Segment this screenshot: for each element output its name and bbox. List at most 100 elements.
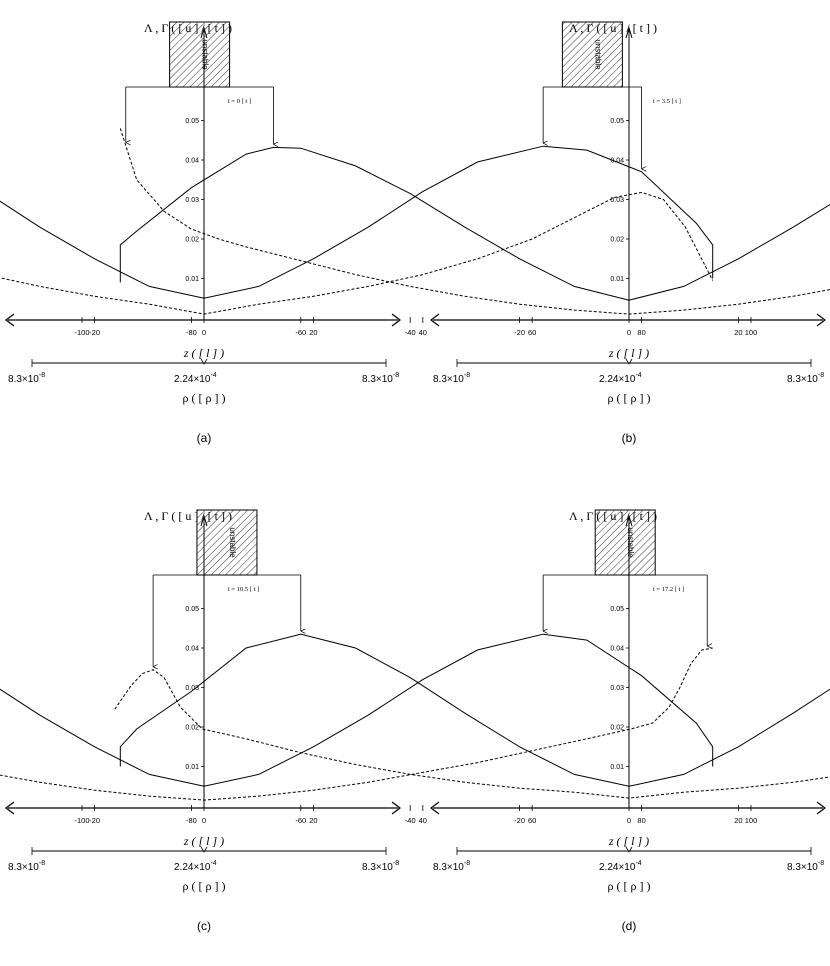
rho-tick-label: 2.24×10-4 xyxy=(174,372,217,385)
rho-tick-exponent: -4 xyxy=(635,372,641,379)
rho-tick-label: 8.3×10-8 xyxy=(433,860,470,873)
lambda-curve-solid xyxy=(0,145,714,299)
x-tick-label: 0 xyxy=(627,816,631,825)
z-axis-left-arrow xyxy=(5,801,15,815)
x-tick-label: -40 xyxy=(405,816,416,825)
y-tick-label: 0.03 xyxy=(185,685,199,692)
rho-tick-label: 8.3×10-8 xyxy=(787,860,824,873)
unstable-label: unstable xyxy=(593,39,602,70)
x-tick-label: 40 xyxy=(419,328,427,337)
x-tick-label: -80 xyxy=(186,816,197,825)
y-tick-label: 0.01 xyxy=(610,276,624,283)
y-tick-label: 0.05 xyxy=(610,118,624,125)
x-tick-label: -20 xyxy=(89,816,100,825)
y-tick-label: 0.02 xyxy=(610,237,624,244)
rho-tick-mantissa: 8.3×10 xyxy=(433,862,464,873)
x-tick-label: 80 xyxy=(637,816,645,825)
y-tick-label: 0.02 xyxy=(185,725,199,732)
lambda-curve-solid xyxy=(0,633,714,787)
rho-tick-exponent: -4 xyxy=(210,860,216,867)
z-axis-left-arrow xyxy=(430,313,440,327)
x-tick-label: -60 xyxy=(295,328,306,337)
rho-axis-title: ρ ( [ ρ ] ) xyxy=(608,879,651,893)
rho-tick-label: 2.24×10-4 xyxy=(599,372,642,385)
rho-tick-label: 8.3×10-8 xyxy=(362,372,399,385)
rho-tick-exponent: -8 xyxy=(818,372,824,379)
z-axis-title: z ( [ l ] ) xyxy=(608,346,649,360)
y-tick-label: 0.01 xyxy=(185,276,199,283)
y-axis-title: Λ , Γ ( [ u ] / [ t ] ) xyxy=(569,21,657,35)
y-tick-label: 0.04 xyxy=(610,158,624,165)
rho-tick-label: 8.3×10-8 xyxy=(362,860,399,873)
z-axis-title: z ( [ l ] ) xyxy=(183,346,224,360)
y-tick-label: 0.04 xyxy=(610,646,624,653)
gamma-curve-dashed xyxy=(0,647,713,801)
rho-tick-exponent: -4 xyxy=(210,372,216,379)
y-tick-label: 0.03 xyxy=(610,197,624,204)
x-tick-label: 20 xyxy=(309,328,317,337)
rho-tick-exponent: -8 xyxy=(39,860,45,867)
x-tick-label: 0 xyxy=(202,816,206,825)
y-axis-arrow xyxy=(625,514,633,527)
lambda-curve-solid xyxy=(119,146,830,301)
y-axis-title: Λ , Γ ( [ u ] / [ t ] ) xyxy=(569,509,657,523)
rho-tick-label: 8.3×10-8 xyxy=(8,372,45,385)
rho-tick-mantissa: 8.3×10 xyxy=(787,374,818,385)
x-tick-label: -100 xyxy=(74,816,89,825)
x-tick-label: 80 xyxy=(637,328,645,337)
x-tick-label: 0 xyxy=(202,328,206,337)
rho-tick-label: 2.24×10-4 xyxy=(174,860,217,873)
rho-center-tick xyxy=(625,358,633,365)
rho-tick-label: 8.3×10-8 xyxy=(787,372,824,385)
gamma-curve-dashed xyxy=(114,669,830,799)
unstable-box xyxy=(196,509,258,576)
gamma-curve-dashed xyxy=(119,128,830,315)
chart-panel: -100-80-60-40-200204060801000.010.020.03… xyxy=(74,509,830,933)
y-tick-label: 0.02 xyxy=(185,237,199,244)
rho-tick-label: 8.3×10-8 xyxy=(8,860,45,873)
unstable-label: unstable xyxy=(626,527,635,558)
rho-tick-exponent: -4 xyxy=(635,860,641,867)
rho-tick-exponent: -8 xyxy=(393,372,399,379)
rho-tick-label: 8.3×10-8 xyxy=(433,372,470,385)
y-tick-label: 0.02 xyxy=(610,725,624,732)
panel-label: (a) xyxy=(197,431,212,445)
unstable-box xyxy=(169,21,231,88)
rho-tick-exponent: -8 xyxy=(818,860,824,867)
x-tick-label: 60 xyxy=(528,816,536,825)
x-tick-label: 20 xyxy=(309,816,317,825)
x-tick-label: 100 xyxy=(745,328,758,337)
rho-tick-mantissa: 8.3×10 xyxy=(787,862,818,873)
y-tick-label: 0.04 xyxy=(185,158,199,165)
rho-axis-title: ρ ( [ ρ ] ) xyxy=(183,391,226,405)
time-annotation: t = 17.2 [ t ] xyxy=(653,586,684,593)
x-tick-label: -20 xyxy=(514,816,525,825)
unstable-box xyxy=(594,509,656,576)
gamma-curve-dashed xyxy=(0,191,714,315)
x-tick-label: -40 xyxy=(405,328,416,337)
chart-panel: -100-80-60-40-200204060801000.010.020.03… xyxy=(0,21,757,445)
time-annotation: t = 10.5 [ t ] xyxy=(228,586,259,593)
rho-center-tick xyxy=(200,358,208,365)
time-annotation: t = 0 [ t ] xyxy=(228,98,251,105)
rho-tick-mantissa: 8.3×10 xyxy=(362,862,393,873)
y-tick-label: 0.05 xyxy=(185,606,199,613)
rho-tick-mantissa: 8.3×10 xyxy=(8,374,39,385)
chart-panel: -100-80-60-40-200204060801000.010.020.03… xyxy=(0,509,757,933)
x-tick-label: 0 xyxy=(627,328,631,337)
rho-tick-exponent: -8 xyxy=(464,372,470,379)
rho-tick-mantissa: 2.24×10 xyxy=(174,374,211,385)
x-tick-label: 20 xyxy=(734,328,742,337)
rho-tick-mantissa: 2.24×10 xyxy=(174,862,211,873)
rho-tick-mantissa: 8.3×10 xyxy=(8,862,39,873)
panel-label: (d) xyxy=(622,919,637,933)
y-tick-label: 0.04 xyxy=(185,646,199,653)
z-axis-right-arrow xyxy=(816,801,826,815)
x-tick-label: -20 xyxy=(89,328,100,337)
unstable-label: unstable xyxy=(201,39,210,70)
z-axis-right-arrow xyxy=(816,313,826,327)
z-axis-title: z ( [ l ] ) xyxy=(183,834,224,848)
time-annotation: t = 3.5 [ t ] xyxy=(653,98,681,105)
x-tick-label: 40 xyxy=(419,816,427,825)
